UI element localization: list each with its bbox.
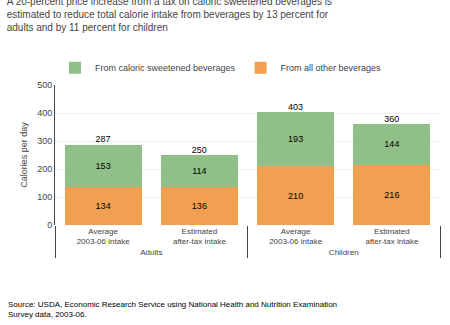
- svg-text:From caloric sweetened beverag: From caloric sweetened beverages: [95, 63, 236, 73]
- svg-text:300: 300: [37, 136, 52, 146]
- svg-text:360: 360: [384, 114, 399, 124]
- svg-text:400: 400: [37, 108, 52, 118]
- svg-text:200: 200: [37, 164, 52, 174]
- svg-text:From all other beverages: From all other beverages: [281, 63, 382, 73]
- svg-text:500: 500: [37, 80, 52, 90]
- svg-text:144: 144: [384, 139, 399, 149]
- svg-text:136: 136: [192, 201, 207, 211]
- svg-text:A 20-percent price increase fr: A 20-percent price increase from a tax o…: [7, 0, 332, 33]
- svg-text:0: 0: [47, 220, 52, 230]
- svg-text:403: 403: [288, 102, 303, 112]
- svg-text:Estimatedafter-tax intake: Estimatedafter-tax intake: [365, 227, 418, 246]
- svg-text:134: 134: [96, 201, 111, 211]
- svg-text:100: 100: [37, 192, 52, 202]
- svg-text:250: 250: [192, 145, 207, 155]
- svg-text:216: 216: [384, 190, 399, 200]
- svg-text:210: 210: [288, 191, 303, 201]
- svg-text:Average2003-06 intake: Average2003-06 intake: [269, 227, 322, 246]
- svg-text:153: 153: [96, 161, 111, 171]
- svg-text:Source: USDA, Economic Researc: Source: USDA, Economic Research Service …: [8, 300, 337, 319]
- svg-text:114: 114: [192, 166, 206, 176]
- svg-text:Calories per day: Calories per day: [19, 122, 29, 188]
- svg-text:193: 193: [288, 134, 303, 144]
- svg-text:287: 287: [96, 134, 111, 144]
- svg-text:Estimatedafter-tax intake: Estimatedafter-tax intake: [173, 227, 226, 246]
- svg-text:Children: Children: [329, 248, 359, 257]
- svg-text:Adults: Adults: [140, 248, 162, 257]
- svg-text:Average2003-06 intake: Average2003-06 intake: [77, 227, 130, 246]
